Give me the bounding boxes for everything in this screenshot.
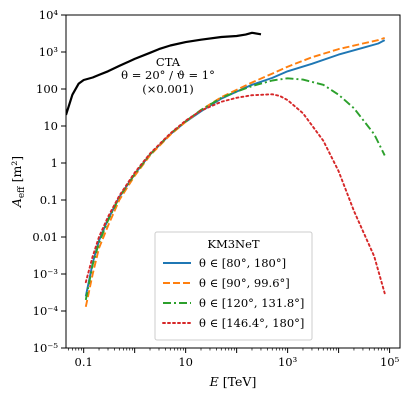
- legend-entry: θ ∈ [120°, 131.8°]: [163, 296, 304, 310]
- x-tick-label: 10: [178, 355, 193, 369]
- y-tick-label: 10: [43, 119, 58, 133]
- series-line-3: [84, 77, 386, 301]
- x-tick-label: 0.1: [75, 355, 93, 369]
- legend-entry: θ ∈ [90°, 99.6°]: [163, 276, 290, 290]
- y-tick-label: 1: [51, 156, 58, 170]
- y-tick-label: 10³: [39, 45, 59, 59]
- x-axis-label: E [TeV]: [209, 374, 257, 389]
- x-tick-label: 10⁵: [380, 355, 400, 369]
- y-tick-label: 0.01: [32, 230, 58, 244]
- plot-frame: [65, 14, 401, 349]
- legend-label: θ ∈ [80°, 180°]: [199, 256, 286, 270]
- y-axis-label: Aeff [m²]: [9, 156, 27, 208]
- legend-box: [154, 231, 313, 341]
- legend-entry: θ ∈ [80°, 180°]: [163, 256, 286, 270]
- annotation-line: (×0.001): [142, 82, 194, 96]
- legend: KM3NeT θ ∈ [80°, 180°] θ ∈ [90°, 99.6°] θ …: [154, 231, 313, 341]
- annotation-line: θ = 20° / ϑ = 1°: [121, 68, 215, 82]
- legend-label: θ ∈ [120°, 131.8°]: [199, 296, 304, 310]
- x-tick-label: 10³: [278, 355, 298, 369]
- annotation-line: CTA: [156, 55, 181, 69]
- series-line-cta: [66, 31, 262, 116]
- y-tick-label: 100: [36, 82, 58, 96]
- y-tick-label: 10⁴: [39, 8, 59, 22]
- series-line-4: [84, 93, 386, 295]
- y-tick-label: 10⁻⁵: [33, 341, 59, 355]
- legend-label: θ ∈ [146.4°, 180°]: [199, 316, 304, 330]
- legend-label: θ ∈ [90°, 99.6°]: [199, 276, 290, 290]
- legend-title: KM3NeT: [207, 237, 260, 251]
- y-tick-label: 10⁻³: [33, 267, 59, 281]
- legend-entry: θ ∈ [146.4°, 180°]: [162, 316, 304, 330]
- cta-annotation: CTA θ = 20° / ϑ = 1° (×0.001): [121, 55, 215, 96]
- y-tick-label: 0.1: [40, 193, 58, 207]
- y-tick-label: 10⁻⁴: [33, 304, 59, 318]
